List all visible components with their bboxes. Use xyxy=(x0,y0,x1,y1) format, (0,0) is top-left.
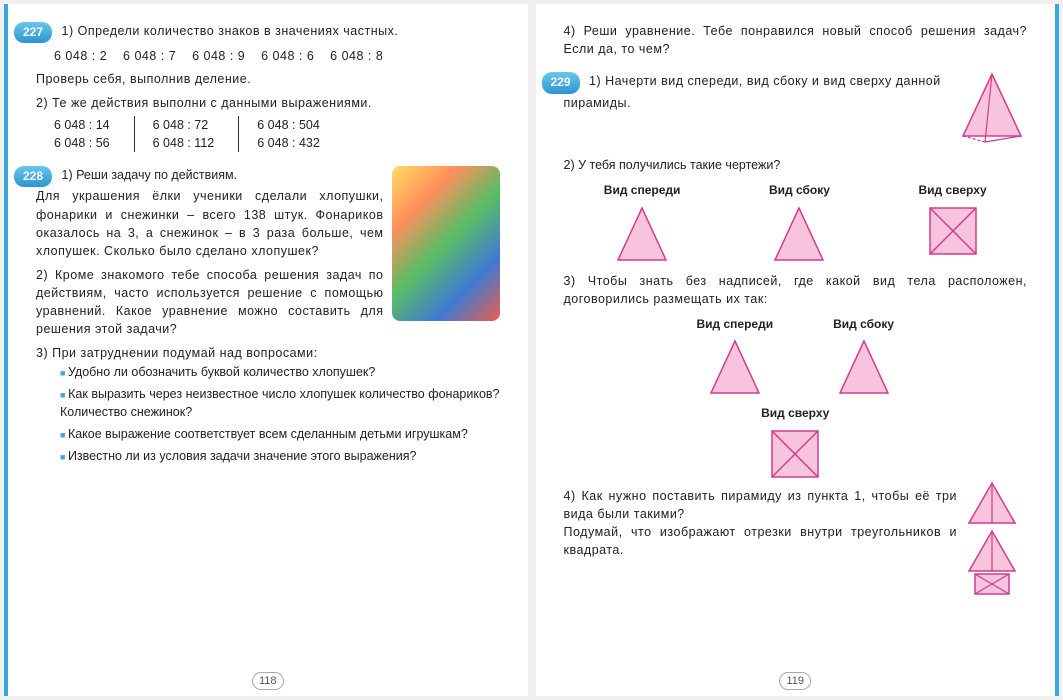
triangle-icon xyxy=(834,337,894,397)
triangle-icon xyxy=(705,337,765,397)
p227-exprs1: 6 048 : 2 6 048 : 7 6 048 : 9 6 048 : 6 … xyxy=(54,47,500,65)
cell: 6 048 : 112 xyxy=(153,134,215,152)
corner-views-icon xyxy=(957,481,1027,596)
page-number: 119 xyxy=(779,672,811,690)
views-row-2: Вид спереди Вид сбоку xyxy=(564,316,1028,397)
p229-t1: 1) Начерти вид спереди, вид сбоку и вид … xyxy=(564,74,941,109)
p227-t2: 2) Те же действия выполни с данными выра… xyxy=(36,94,500,112)
views-row-3: Вид сверху xyxy=(564,405,1028,480)
bullet: Какое выражение соответствует всем сдела… xyxy=(60,425,500,443)
problem-badge: 228 xyxy=(14,166,52,187)
cell: 6 048 : 432 xyxy=(257,134,320,152)
problem-228: 228 1) Реши задачу по действиям. Для укр… xyxy=(36,166,500,465)
page-right: 4) Реши уравнение. Тебе понравился новый… xyxy=(536,4,1060,696)
triangle-icon xyxy=(769,204,829,264)
square-diag-icon xyxy=(926,204,980,258)
label-top: Вид сверху xyxy=(918,182,986,199)
bullet: Удобно ли обозначить буквой количество х… xyxy=(60,363,500,381)
p228-t3: 3) При затруднении подумай над вопросами… xyxy=(36,344,500,362)
p227-table: 6 048 : 14 6 048 : 56 6 048 : 72 6 048 :… xyxy=(54,116,500,152)
cell: 6 048 : 14 xyxy=(54,116,110,134)
problem-227: 227 1) Определи количество знаков в знач… xyxy=(36,22,500,152)
p227-check: Проверь себя, выполнив деление. xyxy=(36,70,500,88)
cell: 6 048 : 504 xyxy=(257,116,320,134)
cell: 6 048 : 72 xyxy=(153,116,215,134)
cell: 6 048 : 56 xyxy=(54,134,110,152)
triangle-icon xyxy=(612,204,672,264)
label-side: Вид сбоку xyxy=(769,182,830,199)
label-front: Вид спереди xyxy=(604,182,681,199)
p229-t2: 2) У тебя получились такие чертежи? xyxy=(564,156,1028,174)
page-number: 118 xyxy=(252,672,284,690)
decoration-icon xyxy=(392,166,500,321)
p228-bullets: Удобно ли обозначить буквой количество х… xyxy=(60,363,500,466)
p227-t1: 1) Определи количество знаков в значения… xyxy=(62,24,399,38)
label-top: Вид сверху xyxy=(564,405,1028,422)
pyramid-3d-icon xyxy=(957,72,1027,150)
p229-t3: 3) Чтобы знать без надписей, где какой в… xyxy=(564,272,1028,308)
views-row-1: Вид спереди Вид сбоку Вид сверху xyxy=(564,182,1028,263)
problem-229: 229 1) Начерти вид спереди, вид сбоку и … xyxy=(564,72,1028,559)
label-front: Вид спереди xyxy=(696,316,773,333)
p228-t1: 1) Реши задачу по действиям. xyxy=(62,168,238,182)
bullet: Как выразить через неизвестное число хло… xyxy=(60,385,500,421)
bullet: Известно ли из условия задачи значение э… xyxy=(60,447,500,465)
p228-t4: 4) Реши уравнение. Тебе понравился новый… xyxy=(564,22,1028,58)
square-diag-icon xyxy=(768,427,822,481)
label-side: Вид сбоку xyxy=(833,316,894,333)
problem-badge: 227 xyxy=(14,22,52,43)
page-left: 227 1) Определи количество знаков в знач… xyxy=(4,4,528,696)
problem-badge: 229 xyxy=(542,72,580,93)
